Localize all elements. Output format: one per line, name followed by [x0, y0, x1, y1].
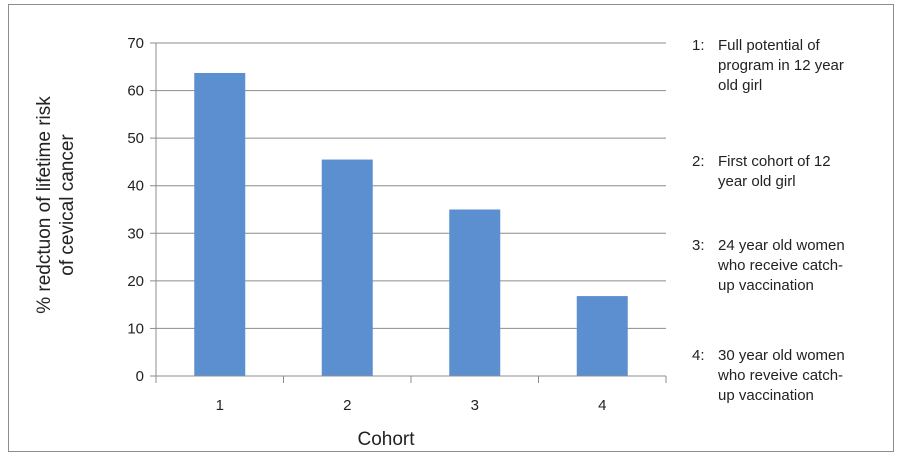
legend-number: 2: — [692, 153, 705, 170]
y-tick-label: 10 — [127, 320, 144, 337]
cohort-legend: 1: Full potential of program in 12 year old… — [692, 37, 845, 404]
bar — [321, 159, 373, 376]
legend-number: 4: — [692, 347, 705, 364]
y-axis-title-line-2: of cevical cancer — [57, 134, 78, 276]
legend-text-line: who reveive catch- — [717, 367, 843, 384]
y-tick-label: 30 — [127, 225, 144, 242]
y-tick-label: 50 — [127, 130, 144, 147]
legend-text-line: year old girl — [718, 173, 796, 190]
legend-text-line: who receive catch- — [717, 257, 843, 274]
x-axis-title: Cohort — [357, 429, 415, 450]
x-axis — [155, 375, 667, 383]
x-tick-labels: 1 2 3 4 — [216, 397, 607, 414]
y-tick-label: 60 — [127, 83, 144, 100]
legend-text-line: 30 year old women — [718, 347, 845, 364]
bars — [194, 72, 628, 376]
bar — [576, 296, 628, 376]
x-tick-label: 2 — [343, 397, 351, 414]
y-tick-label: 20 — [127, 273, 144, 290]
legend-entry-2: 2: First cohort of 12 year old girl — [692, 153, 831, 190]
x-tick-label: 1 — [216, 397, 224, 414]
legend-text-line: Full potential of — [718, 37, 821, 54]
y-tick-label: 0 — [136, 368, 144, 385]
legend-text-line: 24 year old women — [718, 237, 845, 254]
bar — [194, 72, 246, 376]
y-tick-labels: 0 10 20 30 40 50 60 70 — [127, 35, 144, 385]
legend-number: 1: — [692, 37, 705, 54]
y-tick-label: 40 — [127, 178, 144, 195]
y-axis-title: % redctuon of lifetime risk of cevical c… — [34, 96, 78, 314]
legend-number: 3: — [692, 237, 705, 254]
legend-entry-3: 3: 24 year old women who receive catch-up … — [692, 237, 845, 294]
legend-entry-4: 4: 30 year old women who reveive catch-up … — [692, 347, 845, 404]
y-axis-title-line-1: % redctuon of lifetime risk — [34, 96, 55, 314]
legend-entry-1: 1: Full potential of program in 12 year old… — [692, 37, 844, 94]
legend-text-line: up vaccination — [718, 277, 814, 294]
legend-text-line: program in 12 year — [718, 57, 844, 74]
x-tick-label: 4 — [598, 397, 606, 414]
legend-text-line: old girl — [718, 77, 762, 94]
y-tick-label: 70 — [127, 35, 144, 52]
legend-text-line: up vaccination — [718, 387, 814, 404]
x-tick-label: 3 — [471, 397, 479, 414]
legend-text-line: First cohort of 12 — [718, 153, 831, 170]
bar — [449, 209, 501, 376]
